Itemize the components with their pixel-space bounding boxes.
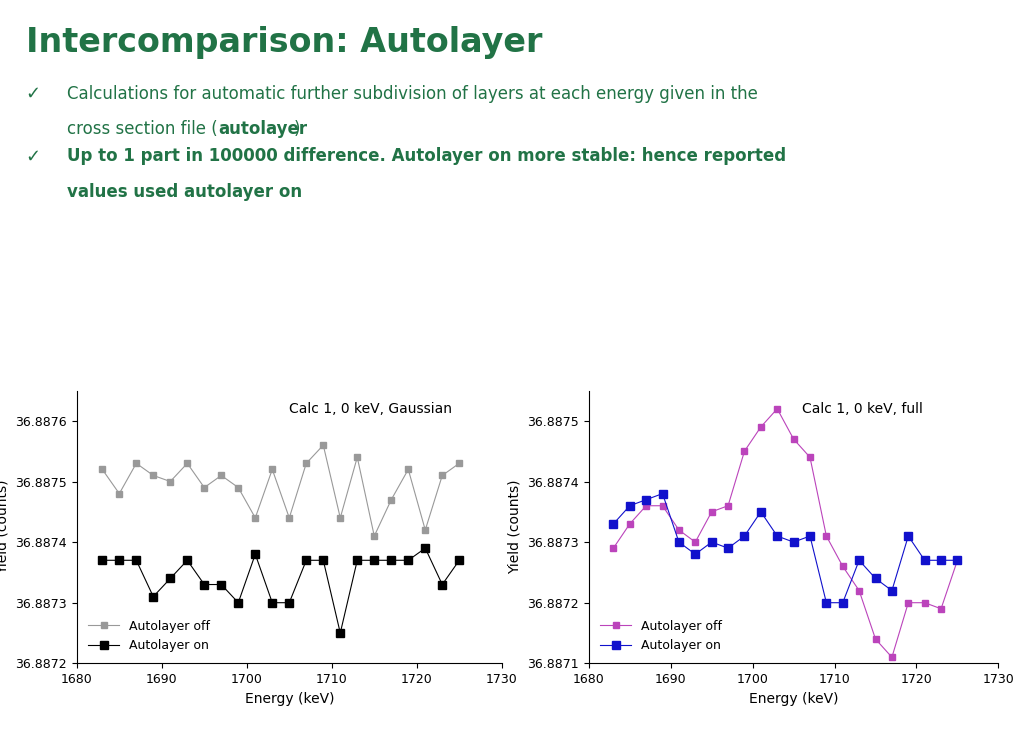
Legend: Autolayer off, Autolayer on: Autolayer off, Autolayer on <box>83 615 215 657</box>
X-axis label: Energy (keV): Energy (keV) <box>245 691 334 705</box>
Text: Calc 1, 0 keV, full: Calc 1, 0 keV, full <box>802 402 923 416</box>
Text: Up to 1 part in 100000 difference. Autolayer on more stable: hence reported: Up to 1 part in 100000 difference. Autol… <box>67 147 785 165</box>
Text: Calc 1, 0 keV, Gaussian: Calc 1, 0 keV, Gaussian <box>289 402 453 416</box>
Text: ✓: ✓ <box>26 85 41 102</box>
Text: Nuno P. Barradas: Nuno P. Barradas <box>15 709 188 727</box>
Y-axis label: Yield (counts): Yield (counts) <box>508 480 522 574</box>
Text: ✓: ✓ <box>26 147 41 165</box>
Text: Intercomparison: Autolayer: Intercomparison: Autolayer <box>26 26 542 59</box>
Text: autolayer: autolayer <box>218 120 307 138</box>
Text: ): ) <box>294 120 300 138</box>
Text: 13: 13 <box>984 709 1009 727</box>
Text: values used autolayer on: values used autolayer on <box>67 183 302 200</box>
Text: Calculations for automatic further subdivision of layers at each energy given in: Calculations for automatic further subdi… <box>67 85 758 102</box>
X-axis label: Energy (keV): Energy (keV) <box>749 691 839 705</box>
Y-axis label: Yield (counts): Yield (counts) <box>0 480 10 574</box>
Legend: Autolayer off, Autolayer on: Autolayer off, Autolayer on <box>595 615 727 657</box>
Text: cross section file (: cross section file ( <box>67 120 217 138</box>
